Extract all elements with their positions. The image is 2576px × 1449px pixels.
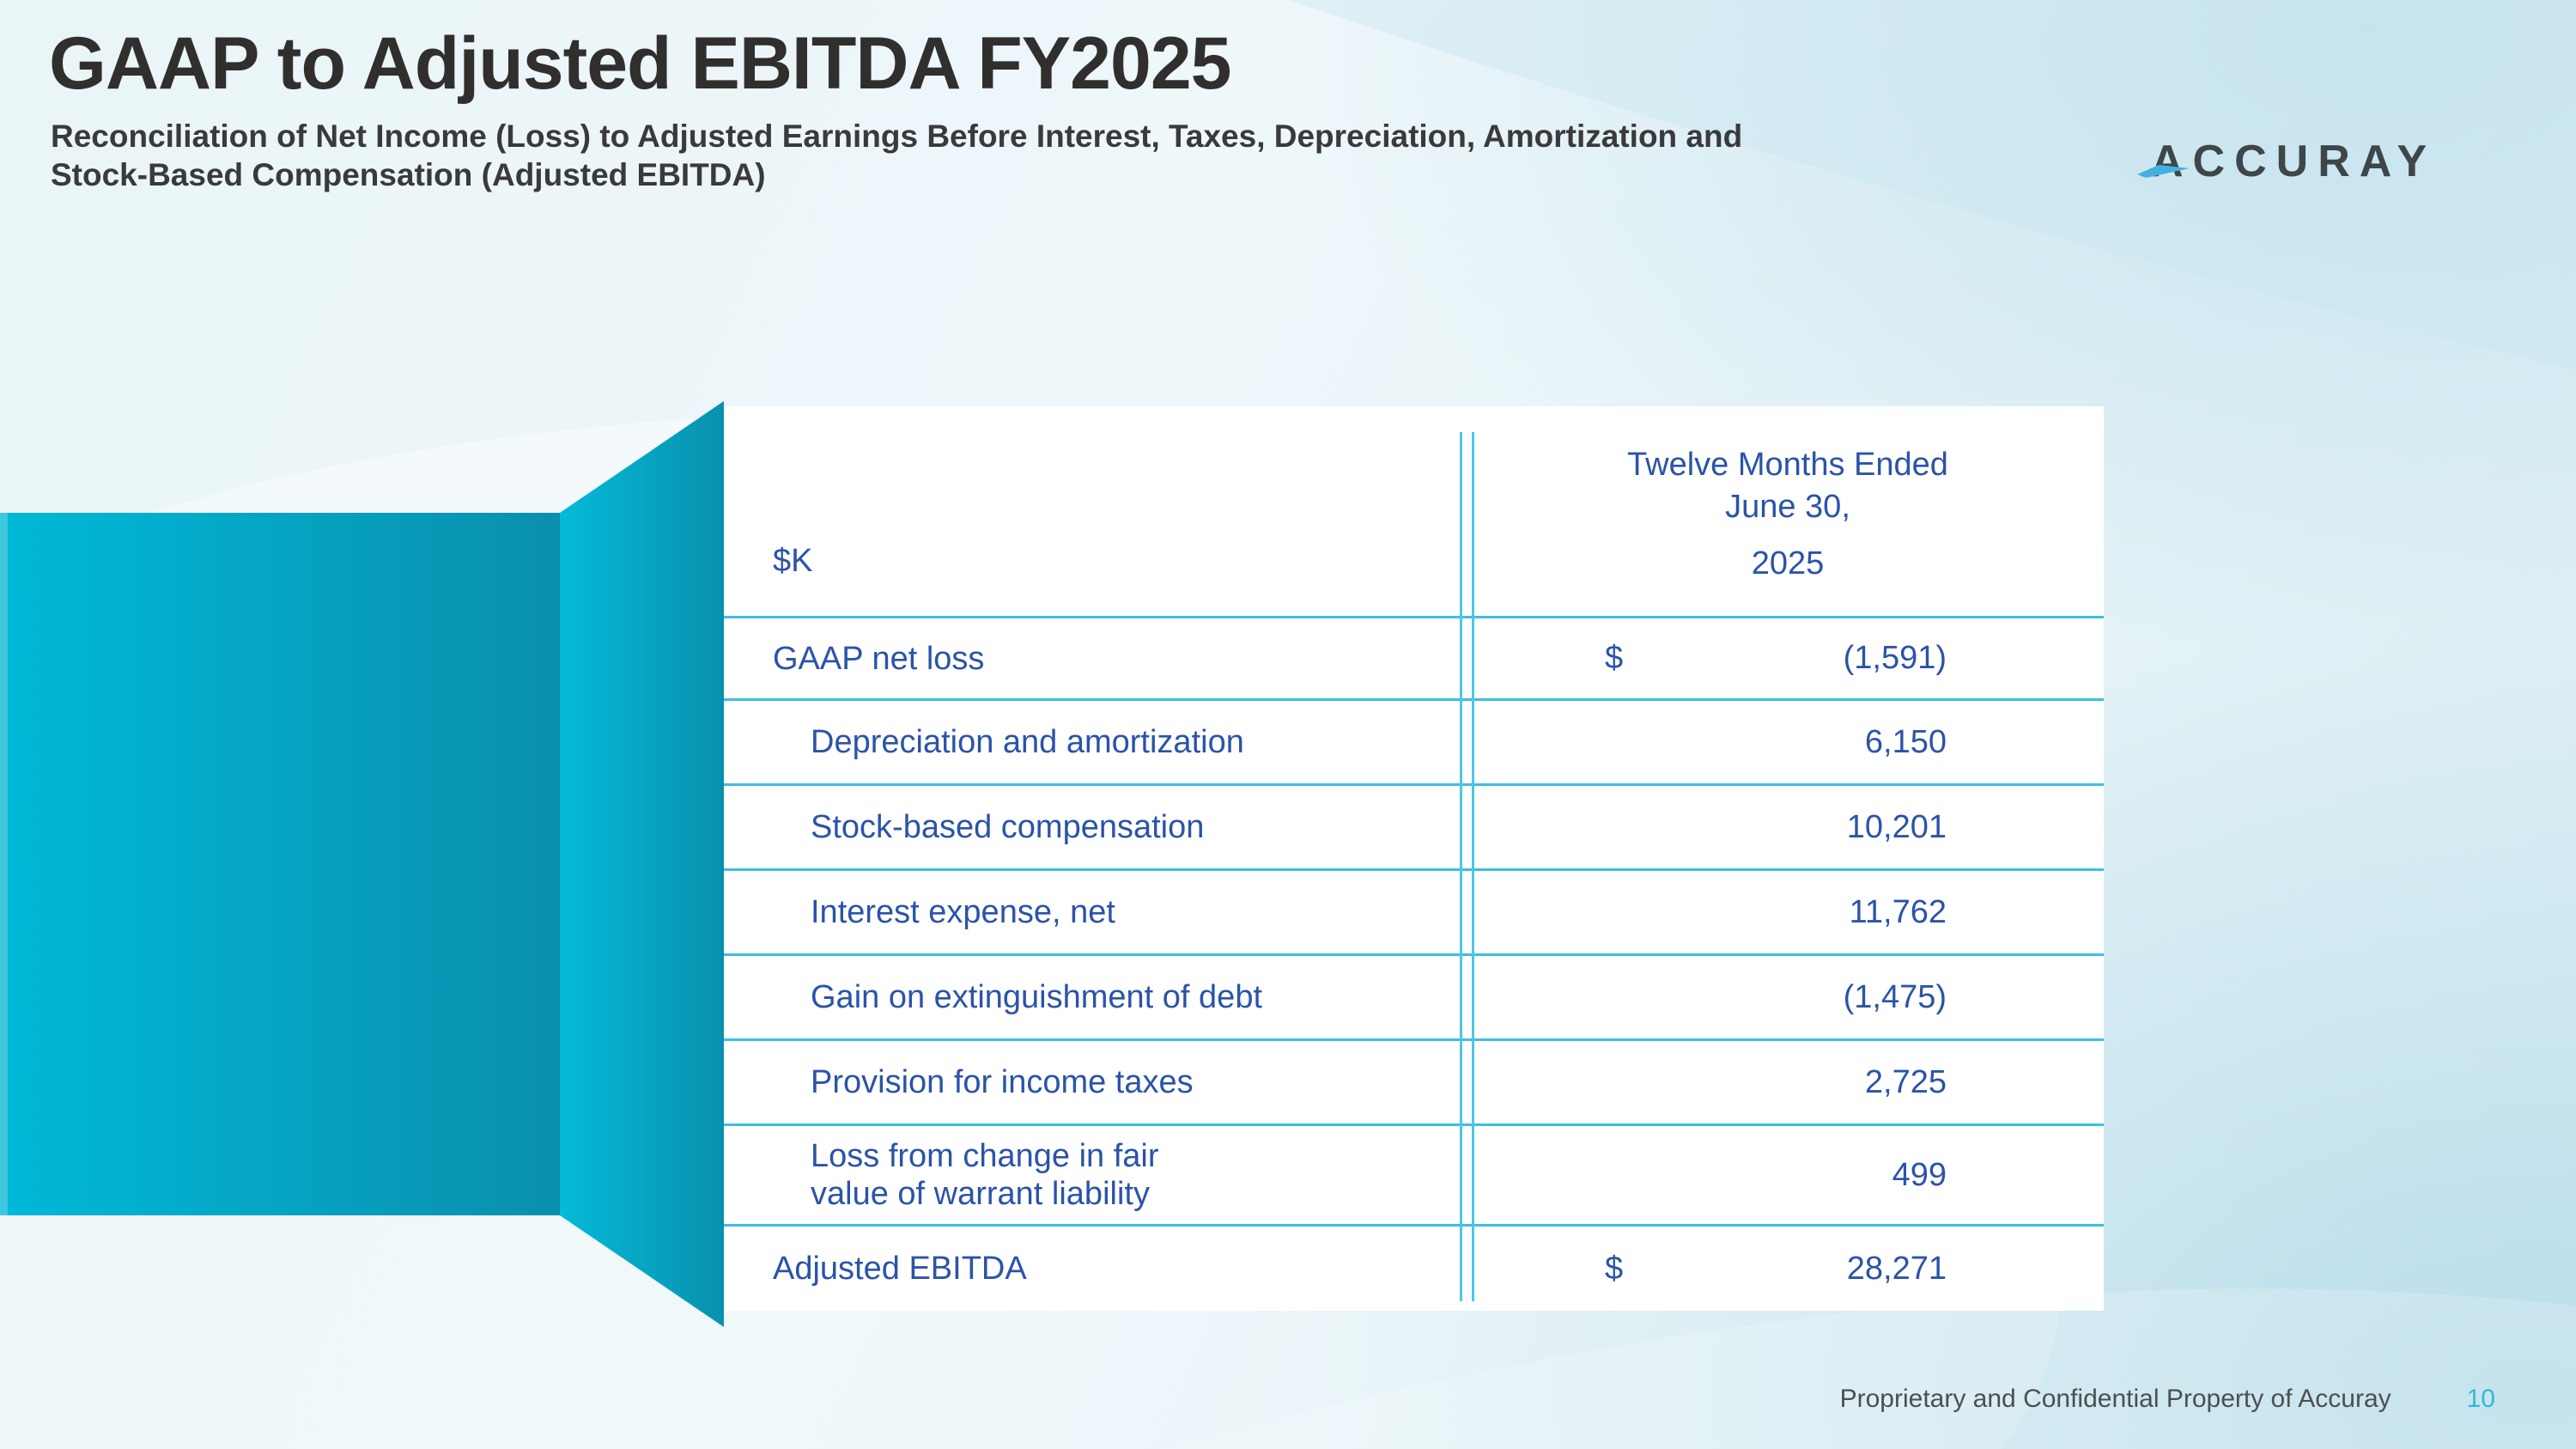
row-label: Stock-based compensation — [724, 808, 1204, 846]
reconciliation-table: $K Twelve Months Ended June 30, 2025 GAA… — [724, 406, 2104, 1311]
currency-symbol: $ — [1605, 1250, 1624, 1287]
teal-panel — [0, 513, 560, 1215]
row-label-line: Gain on extinguishment of debt — [811, 979, 1263, 1015]
bottom-swoosh — [1159, 1288, 2576, 1449]
row-label-line: Stock-based compensation — [811, 809, 1205, 845]
slide-footer: Proprietary and Confidential Property of… — [1840, 1385, 2495, 1414]
currency-symbol: $ — [1605, 640, 1624, 676]
accuray-logo: ACCURAY — [2151, 137, 2437, 186]
table-row: Loss from change in fair value of warrant… — [724, 1123, 2104, 1224]
row-label: Interest expense, net — [724, 893, 1115, 931]
period-year: 2025 — [1751, 545, 1825, 581]
table-row: Stock-based compensation 10,201 — [724, 783, 2104, 868]
subtitle-line1: Reconciliation of Net Income (Loss) to A… — [51, 119, 1743, 154]
table-body: GAAP net loss $ (1,591) Depreciation and am… — [724, 616, 2104, 1311]
row-value: 28,271 — [1846, 1250, 1947, 1287]
row-label-line: Provision for income taxes — [811, 1064, 1194, 1100]
period-header-line2: June 30, — [1725, 489, 1850, 525]
row-label: Adjusted EBITDA — [724, 1250, 1027, 1288]
row-label-line: Loss from change in fair — [811, 1138, 1159, 1174]
period-header: Twelve Months Ended June 30, 2025 — [1472, 444, 2104, 585]
row-value: 10,201 — [1846, 808, 1947, 845]
teal-panel-fold — [560, 401, 724, 1327]
table-row: Adjusted EBITDA $28,271 — [724, 1224, 2104, 1311]
row-value: 499 — [1892, 1156, 1947, 1193]
row-label: Loss from change in fair value of warrant… — [724, 1137, 1159, 1213]
row-label-line: Interest expense, net — [811, 894, 1115, 930]
row-label-line: GAAP net loss — [773, 640, 985, 677]
row-value: 11,762 — [1849, 893, 1947, 930]
row-value: 6,150 — [1864, 723, 1947, 760]
table-row: Interest expense, net 11,762 — [724, 868, 2104, 953]
table-row: Depreciation and amortization 6,150 — [724, 698, 2104, 783]
page-number: 10 — [2466, 1385, 2495, 1413]
table-row: Gain on extinguishment of debt (1,475) — [724, 953, 2104, 1038]
row-value: (1,591) — [1843, 640, 1947, 676]
row-label-line: value of warrant liability — [811, 1176, 1150, 1212]
row-label-line: Depreciation and amortization — [811, 724, 1244, 760]
row-label: Depreciation and amortization — [724, 723, 1244, 761]
confidentiality-note: Proprietary and Confidential Property of… — [1839, 1385, 2391, 1413]
subtitle-line2: Stock-Based Compensation (Adjusted EBITD… — [51, 157, 766, 192]
table-header: $K Twelve Months Ended June 30, 2025 — [724, 406, 2104, 616]
table-row: GAAP net loss $ (1,591) — [724, 616, 2104, 698]
unit-label: $K — [773, 543, 813, 579]
row-label: Provision for income taxes — [724, 1063, 1194, 1101]
row-label-line: Adjusted EBITDA — [773, 1251, 1027, 1287]
page-title: GAAP to Adjusted EBITDA FY2025 — [49, 22, 1231, 105]
corner-curve — [1288, 0, 2576, 369]
column-divider-line — [1472, 432, 1474, 1301]
row-label: GAAP net loss — [724, 640, 984, 678]
row-label: Gain on extinguishment of debt — [724, 978, 1262, 1016]
row-value: (1,475) — [1843, 978, 1947, 1015]
logo-swoosh-icon — [2137, 165, 2190, 178]
slide-subtitle: Reconciliation of Net Income (Loss) to A… — [51, 117, 1742, 194]
table-row: Provision for income taxes 2,725 — [724, 1038, 2104, 1123]
row-value: 2,725 — [1864, 1063, 1947, 1100]
period-header-line1: Twelve Months Ended — [1627, 447, 1948, 483]
column-divider-line — [1460, 432, 1462, 1301]
teal-panel-edge — [0, 513, 8, 1215]
